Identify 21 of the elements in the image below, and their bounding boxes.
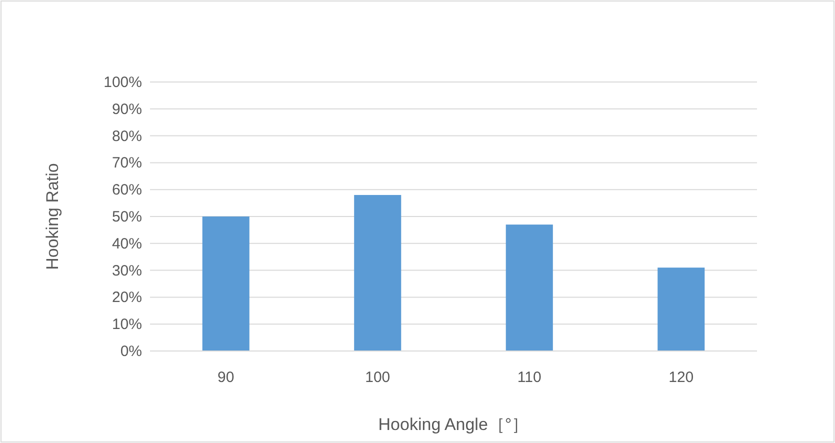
bar [506, 224, 553, 351]
y-axis-title: Hooking Ratio [43, 163, 62, 270]
x-tick-label: 110 [517, 369, 542, 386]
bar [202, 216, 250, 351]
y-tick-label: 70% [112, 154, 142, 172]
y-tick-label: 10% [112, 316, 142, 334]
y-tick-label: 20% [112, 289, 142, 306]
y-tick-label: 30% [112, 262, 142, 280]
y-tick-label: 100% [104, 74, 142, 91]
bar [658, 268, 705, 351]
y-tick-label: 60% [112, 182, 142, 199]
x-tick-label: 100 [365, 369, 390, 386]
x-tick-label: 90 [218, 369, 234, 386]
y-tick-label: 90% [112, 100, 142, 118]
x-tick-label: 120 [668, 369, 694, 386]
bar [354, 194, 402, 351]
x-axis-title: Hooking Angle［°］ [378, 415, 529, 434]
y-tick-label: 40% [112, 235, 142, 252]
y-tick-label: 50% [112, 208, 142, 226]
y-tick-label: 80% [112, 128, 142, 145]
y-tick-label: 0% [120, 343, 142, 360]
